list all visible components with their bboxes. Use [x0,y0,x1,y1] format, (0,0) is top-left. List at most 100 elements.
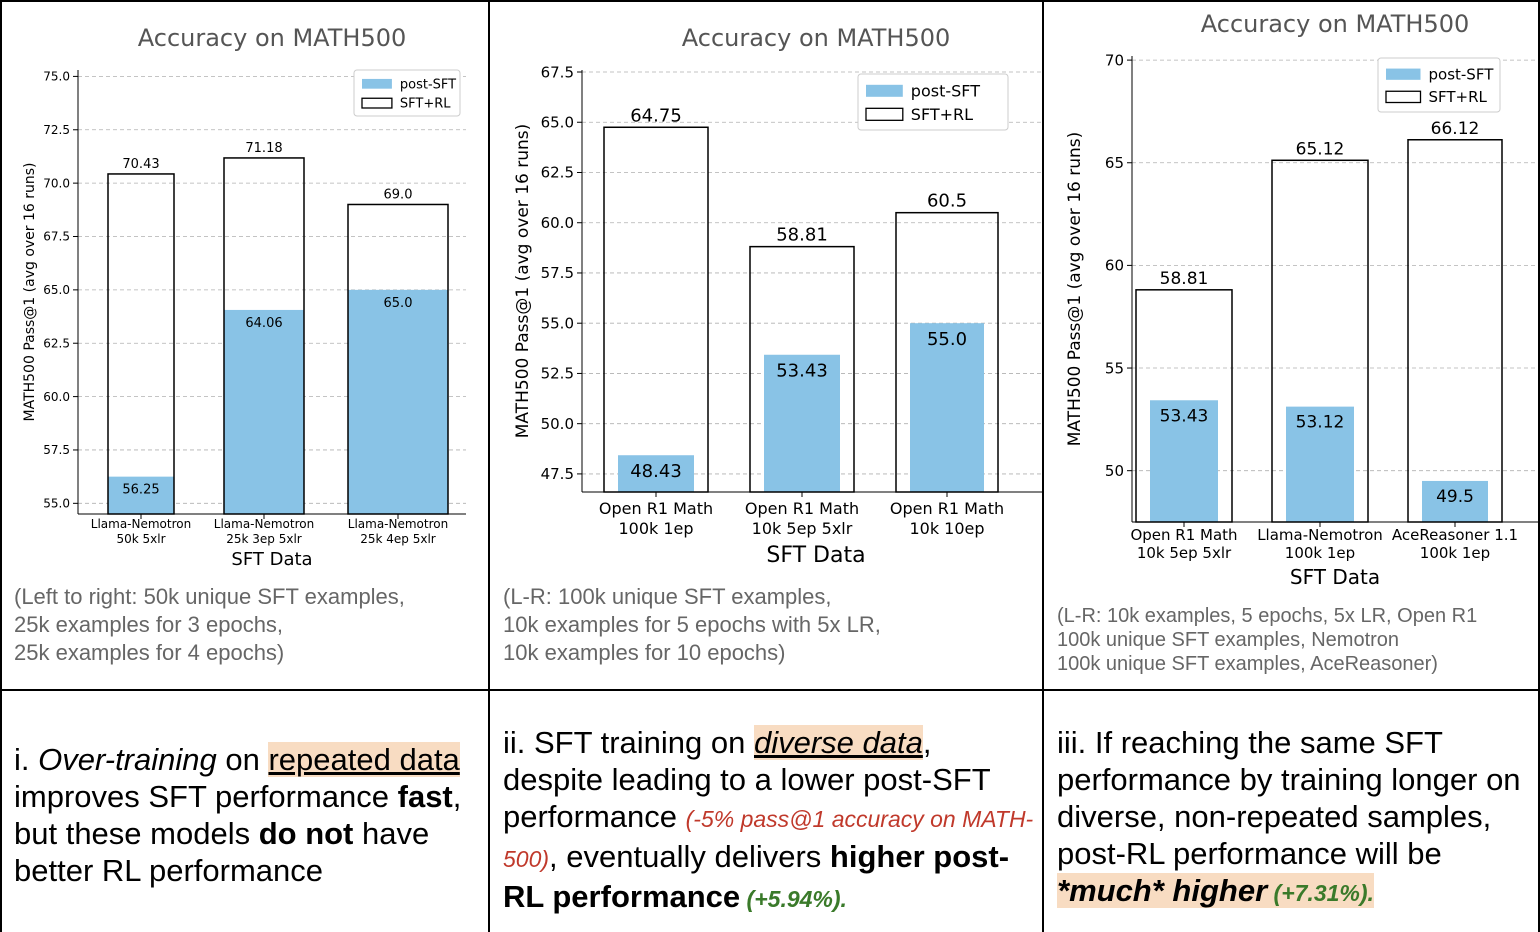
y-tick-label: 62.5 [43,336,70,350]
finding-2: ii. SFT training on diverse data, despit… [503,724,1035,918]
legend-label-sft-rl: SFT+RL [400,97,451,112]
x-tick-label: Open R1 Math [599,499,713,518]
caption-line: 100k unique SFT examples, AceReasoner) [1057,653,1438,675]
y-tick-label: 75.0 [43,70,70,84]
x-tick-label: Llama-Nemotron [91,517,191,531]
y-tick-label: 67.5 [43,230,70,244]
bar-label-sft-rl: 69.0 [384,187,413,202]
bar-post-sft [224,309,304,514]
bar-sft-rl [603,126,709,493]
legend-label-post-sft: post-SFT [1429,65,1495,83]
bar-label-post-sft: 55.0 [927,329,967,350]
finding-2-prefix: ii. SFT training on [503,725,754,760]
chart-title: Accuracy on MATH500 [1201,10,1470,38]
y-tick-label: 57.5 [43,443,70,457]
finding-3-highlight-text: *much* higher [1057,873,1268,908]
bar-label-post-sft: 53.43 [1160,406,1209,426]
bar-label-post-sft: 49.5 [1436,487,1474,507]
grid-line-right [1538,0,1540,932]
y-tick-label: 60.0 [43,390,70,404]
caption-line: 10k examples for 5 epochs with 5x LR, [503,612,881,637]
bar-label-sft-rl: 71.18 [245,141,282,156]
x-tick-label: Open R1 Math [890,499,1004,518]
caption-line: 100k unique SFT examples, Nemotron [1057,629,1400,651]
x-tick-label: 25k 4ep 5xlr [360,532,436,546]
finding-1: i. Over-training on repeated data improv… [14,741,484,889]
chart-title: Accuracy on MATH500 [138,24,407,52]
finding-1-bold-do-not: do not [258,816,354,851]
legend-label-post-sft: post-SFT [911,81,980,100]
grid-line-middle [0,689,1540,691]
legend-label-post-sft: post-SFT [400,77,456,92]
finding-1-mid: improves SFT performance [14,779,398,814]
bar-post-sft [1150,400,1218,522]
y-tick-label: 70.0 [43,176,70,190]
bar-label-post-sft: 48.43 [630,461,682,482]
x-tick-label: Llama-Nemotron [348,517,448,531]
bar-label-post-sft: 56.25 [122,483,159,498]
legend-swatch-sft-rl [1385,90,1422,104]
bar-label-sft-rl: 58.81 [776,225,828,246]
bar-label-sft-rl: 66.12 [1431,119,1480,139]
caption-2: (L-R: 100k unique SFT examples, 10k exam… [503,583,881,667]
bar-sft-rl [1407,139,1503,523]
grid-line-v1 [488,0,490,932]
finding-2-mid2: , eventually delivers [549,839,830,874]
bar-sft-rl [107,173,175,515]
finding-1-highlight: repeated data [268,742,460,777]
caption-line: 10k examples for 10 epochs) [503,640,786,665]
bar-label-sft-rl: 60.5 [927,191,967,212]
y-tick-label: 55.0 [43,497,70,511]
caption-line: (L-R: 100k unique SFT examples, [503,584,832,609]
y-tick-label: 60.0 [541,214,574,232]
finding-2-green-note: (+5.94%). [740,886,847,912]
legend-label-sft-rl: SFT+RL [911,105,973,124]
bar-label-sft-rl: 70.43 [122,157,159,172]
finding-2-red-note: (-5% pass@1 accuracy on MATH-500) [503,806,1034,872]
caption-line: (Left to right: 50k unique SFT examples, [14,584,405,609]
bar-label-post-sft: 53.43 [776,361,828,382]
finding-3-green-note: (+7.31%). [1267,880,1374,906]
x-axis-label: SFT Data [231,549,312,570]
y-tick-label: 72.5 [43,123,70,137]
x-tick-label: 10k 5ep 5xlr [752,519,853,538]
bar-label-post-sft: 65.0 [384,296,413,311]
finding-1-end: have better RL performance [14,816,430,888]
grid-line-v2 [1042,0,1044,932]
finding-2-mid: , despite leading to a lower post-SFT pe… [503,725,991,834]
y-tick-label: 47.5 [541,465,574,483]
x-tick-label: 25k 3ep 5xlr [226,532,302,546]
legend-swatch-post-sft [1386,68,1421,80]
caption-line: (L-R: 10k examples, 5 epochs, 5x LR, Ope… [1057,605,1478,627]
x-tick-label: Open R1 Math [745,499,859,518]
caption-line: 25k examples for 3 epochs, [14,612,284,637]
chart-1: Accuracy on MATH500 55.0 57.5 60.0 62.5 65.0 6… [22,24,466,570]
bar-post-sft [108,476,174,514]
y-tick-label: 65.0 [43,283,70,297]
chart-title: Accuracy on MATH500 [682,24,951,52]
y-axis-label: MATH500 Pass@1 (avg over 16 runs) [1065,132,1085,447]
x-tick-label: 100k 1ep [618,519,693,538]
bar-label-sft-rl: 65.12 [1296,139,1345,159]
y-axis-label: MATH500 Pass@1 (avg over 16 runs) [22,162,38,421]
y-tick-label: 67.5 [541,63,574,81]
finding-1-on: on [216,742,269,777]
caption-3: (L-R: 10k examples, 5 epochs, 5x LR, Ope… [1057,604,1477,676]
x-tick-label: Open R1 Math [1130,526,1237,544]
x-tick-label: AceReasoner 1.1 [1392,526,1518,544]
bar-post-sft [764,354,840,492]
x-tick-label: Llama-Nemotron [1257,526,1383,544]
bar-post-sft [910,323,984,492]
bar-label-sft-rl: 58.81 [1160,269,1209,289]
finding-1-prefix: i. [14,742,39,777]
legend-swatch-sft-rl [865,107,904,121]
chart-3: Accuracy on MATH500 50 55 60 65 70 MATH500 Pas… [1065,10,1538,589]
y-tick-label: 57.5 [541,264,574,282]
caption-line: 25k examples for 4 epochs) [14,640,285,665]
bar-post-sft [348,289,448,514]
chart-2: Accuracy on MATH500 47.5 50.0 52.5 55.0 57.5 6… [513,24,1042,568]
x-tick-label: 10k 10ep [909,519,984,538]
y-axis-label: MATH500 Pass@1 (avg over 16 runs) [513,124,533,439]
y-tick-label: 62.5 [541,164,574,182]
finding-1-italic: Over-training [38,742,217,777]
